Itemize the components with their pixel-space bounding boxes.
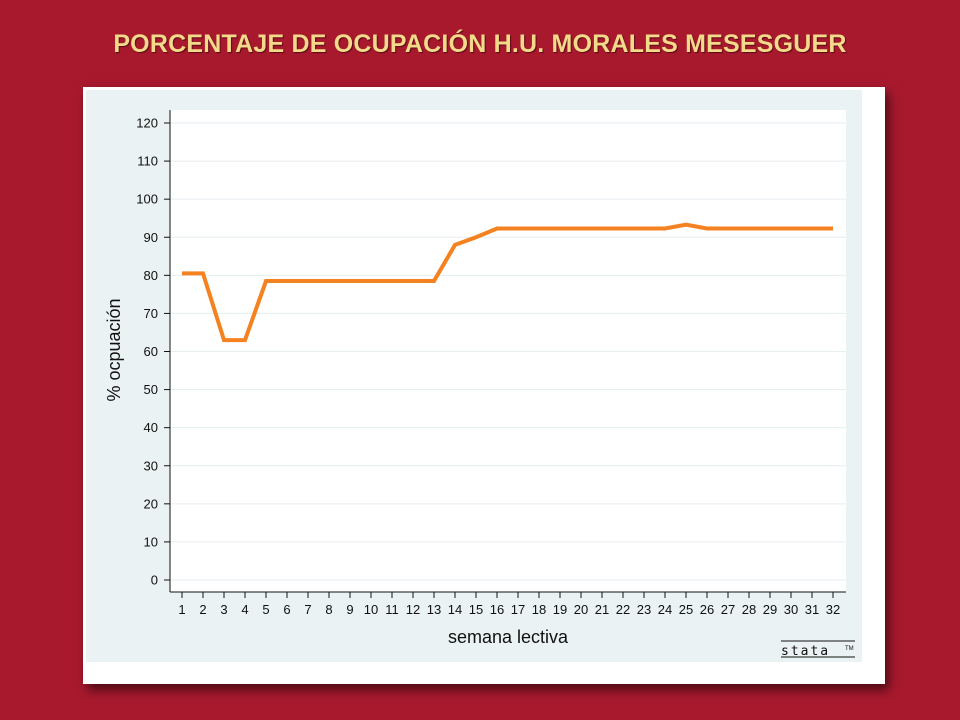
- x-tick-label: 14: [448, 602, 462, 617]
- y-tick-label: 120: [136, 116, 158, 131]
- x-tick-label: 16: [490, 602, 504, 617]
- x-tick-label: 9: [346, 602, 353, 617]
- x-axis: 1 2 3 4 5 6 7 8 9 10 11 12 13 14 15 16 17 18 19 20 21 22 23 24 2…: [170, 591, 846, 617]
- gridlines: [170, 122, 846, 581]
- x-axis-title: semana lectiva: [448, 627, 569, 647]
- logo-text: stata: [781, 644, 830, 659]
- y-tick-label: 110: [137, 154, 158, 169]
- y-tick-label: 40: [144, 420, 158, 435]
- series-line-1: [182, 222, 833, 343]
- y-tick-label: 0: [151, 573, 158, 588]
- x-tick-label: 21: [595, 602, 609, 617]
- x-tick-label: 7: [304, 602, 311, 617]
- x-tick-label: 3: [220, 602, 227, 617]
- x-tick-label: 12: [406, 602, 420, 617]
- x-tick-label: 13: [427, 602, 441, 617]
- x-tick-label: 15: [469, 602, 483, 617]
- x-tick-label: 5: [262, 602, 269, 617]
- x-tick-label: 1: [178, 602, 185, 617]
- x-tick-label: 6: [283, 602, 290, 617]
- series-layer: [181, 222, 834, 343]
- x-tick-label: 10: [364, 602, 378, 617]
- x-tick-label: 19: [553, 602, 567, 617]
- y-tick-label: 10: [144, 534, 158, 549]
- x-tick-label: 23: [637, 602, 651, 617]
- x-tick-label: 32: [826, 602, 840, 617]
- x-tick-label: 30: [784, 602, 798, 617]
- y-tick-label: 50: [144, 382, 158, 397]
- logo-tm: TM: [845, 646, 854, 652]
- y-tick-label: 60: [144, 344, 158, 359]
- x-tick-label: 8: [325, 602, 332, 617]
- x-tick-label: 28: [742, 602, 756, 617]
- x-tick-label: 2: [199, 602, 206, 617]
- y-axis-title: % ocpuación: [104, 298, 124, 401]
- y-axis: 0 10 20 30 40 50 60 70 80 90 100 110 120: [136, 110, 171, 592]
- x-tick-label: 24: [658, 602, 672, 617]
- x-tick-label: 25: [679, 602, 693, 617]
- x-tick-label: 11: [385, 602, 399, 617]
- x-tick-label: 18: [532, 602, 546, 617]
- y-tick-label: 90: [144, 230, 158, 245]
- x-tick-label: 20: [574, 602, 588, 617]
- x-tick-label: 29: [763, 602, 777, 617]
- y-tick-label: 30: [144, 458, 158, 473]
- y-tick-label: 70: [144, 306, 158, 321]
- x-tick-label: 22: [616, 602, 630, 617]
- x-tick-label: 27: [721, 602, 735, 617]
- x-tick-label: 26: [700, 602, 714, 617]
- x-tick-label: 17: [511, 602, 525, 617]
- y-tick-label: 20: [144, 496, 158, 511]
- slide-title: PORCENTAJE DE OCUPACIÓN H.U. MORALES MES…: [113, 30, 847, 58]
- y-tick-label: 80: [144, 268, 158, 283]
- y-tick-label: 100: [136, 192, 158, 207]
- stata-logo: stata TM: [781, 640, 855, 659]
- x-tick-label: 31: [805, 602, 819, 617]
- x-tick-label: 4: [241, 602, 248, 617]
